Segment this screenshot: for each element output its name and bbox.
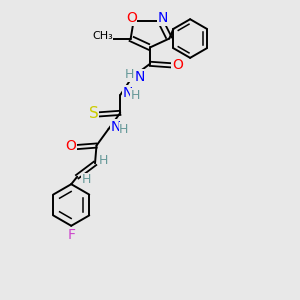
Text: H: H (82, 173, 92, 186)
Text: H: H (99, 154, 109, 167)
Text: O: O (65, 139, 76, 153)
Text: S: S (89, 106, 98, 121)
Text: CH₃: CH₃ (92, 31, 113, 41)
Text: N: N (111, 120, 121, 134)
Text: O: O (126, 11, 137, 25)
Text: H: H (119, 123, 128, 136)
Text: N: N (134, 70, 145, 84)
Text: N: N (158, 11, 168, 25)
Text: H: H (131, 88, 140, 101)
Text: H: H (125, 68, 134, 81)
Text: N: N (122, 85, 133, 100)
Text: O: O (172, 58, 183, 72)
Text: F: F (67, 228, 75, 242)
